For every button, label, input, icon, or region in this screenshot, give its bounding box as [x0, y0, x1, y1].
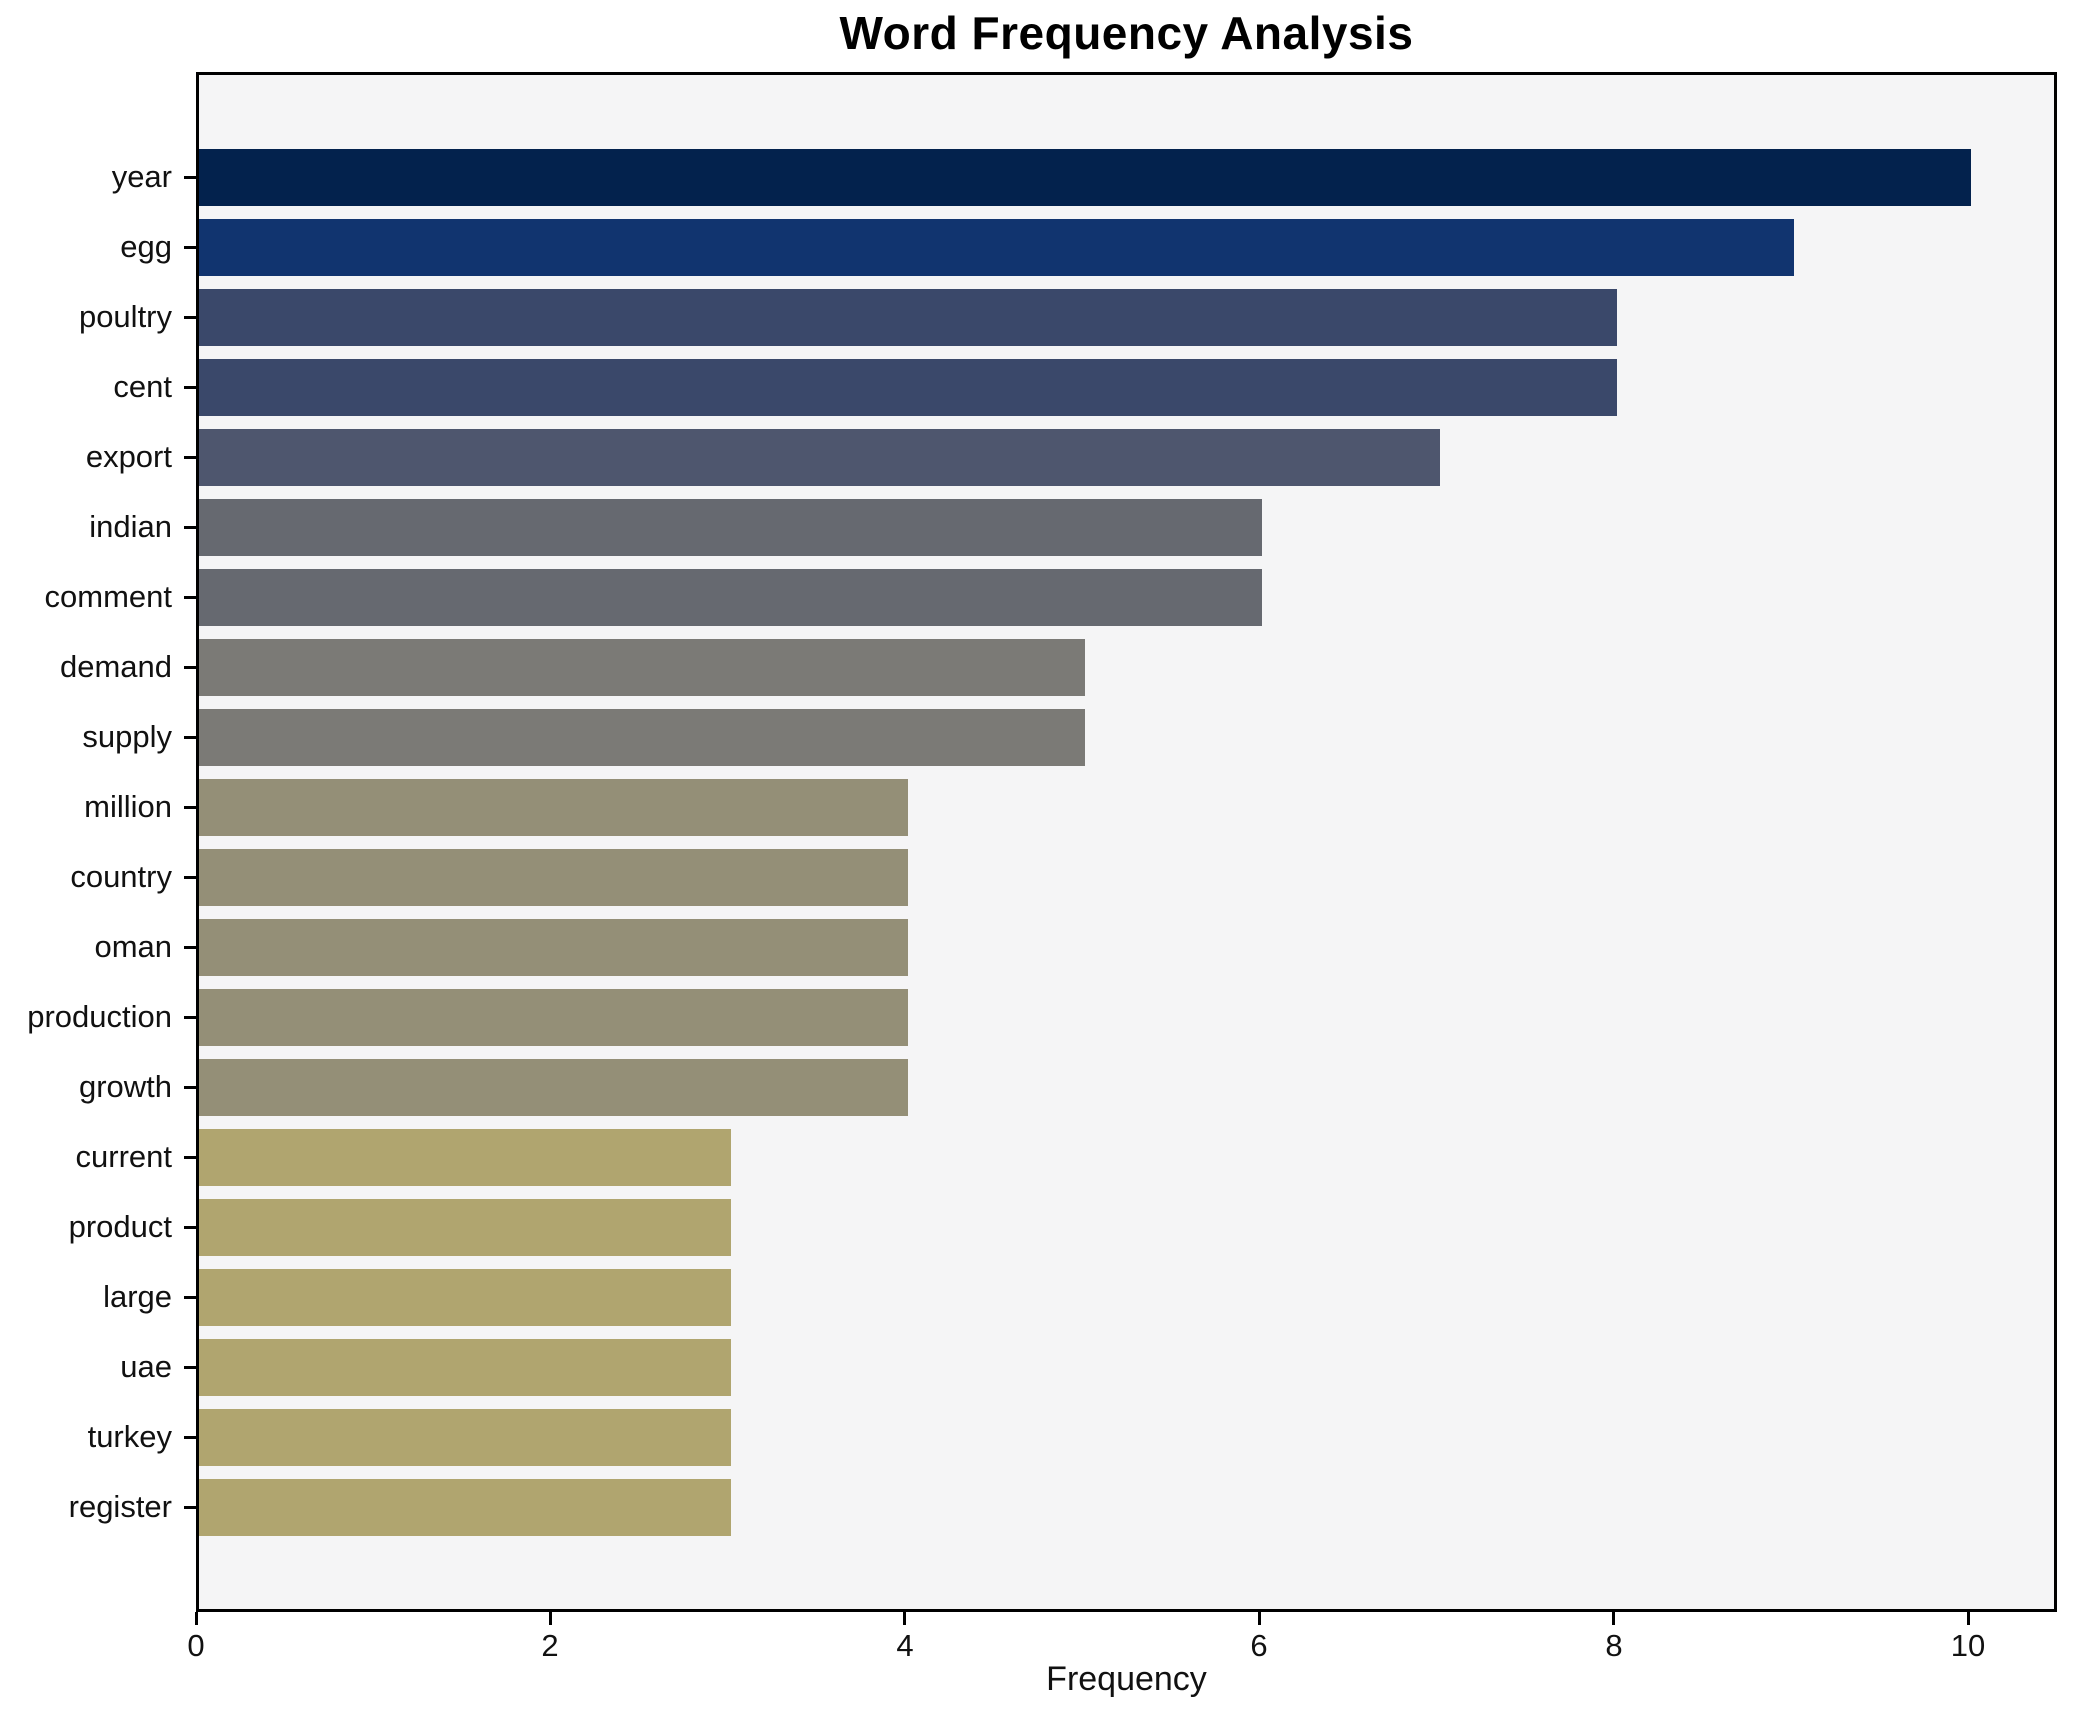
plot-area: [196, 72, 2057, 1612]
y-tick-label-register: register: [68, 1489, 172, 1524]
y-tick-label-cent: cent: [113, 369, 172, 404]
x-tick-mark: [1612, 1612, 1615, 1625]
y-tick-label-oman: oman: [94, 929, 172, 964]
y-tick-label-million: million: [84, 789, 172, 824]
y-tick-label-uae: uae: [120, 1349, 172, 1384]
y-tick-mark: [184, 526, 196, 529]
y-tick-mark: [184, 736, 196, 739]
x-tick-label-8: 8: [1605, 1628, 1623, 1663]
y-tick-label-large: large: [103, 1279, 172, 1314]
bar-production: [199, 988, 908, 1046]
bar-million: [199, 778, 908, 836]
x-tick-mark: [1258, 1612, 1261, 1625]
y-tick-mark: [184, 1436, 196, 1439]
bar-comment: [199, 568, 1262, 626]
y-tick-label-comment: comment: [44, 579, 172, 614]
y-tick-mark: [184, 946, 196, 949]
y-tick-label-current: current: [75, 1139, 172, 1174]
x-tick-mark: [1967, 1612, 1970, 1625]
x-tick-label-10: 10: [1950, 1628, 1986, 1663]
y-tick-label-production: production: [27, 999, 172, 1034]
y-tick-mark: [184, 386, 196, 389]
x-tick-label-4: 4: [896, 1628, 914, 1663]
y-tick-label-poultry: poultry: [78, 299, 172, 334]
bar-poultry: [199, 288, 1617, 346]
y-tick-label-country: country: [70, 859, 172, 894]
x-tick-label-0: 0: [187, 1628, 205, 1663]
x-tick-mark: [549, 1612, 552, 1625]
y-tick-mark: [184, 176, 196, 179]
y-tick-mark: [184, 1296, 196, 1299]
y-tick-mark: [184, 1506, 196, 1509]
y-tick-mark: [184, 666, 196, 669]
bar-product: [199, 1198, 731, 1256]
chart-title: Word Frequency Analysis: [839, 7, 1414, 59]
y-tick-label-product: product: [68, 1209, 172, 1244]
y-tick-label-indian: indian: [89, 509, 172, 544]
y-tick-mark: [184, 316, 196, 319]
y-tick-mark: [184, 1086, 196, 1089]
bar-egg: [199, 218, 1794, 276]
y-tick-label-turkey: turkey: [87, 1419, 172, 1454]
bar-indian: [199, 498, 1262, 556]
bar-turkey: [199, 1408, 731, 1466]
x-tick-mark: [903, 1612, 906, 1625]
y-tick-mark: [184, 456, 196, 459]
y-tick-label-growth: growth: [78, 1069, 172, 1104]
y-tick-label-export: export: [85, 439, 172, 474]
x-tick-label-2: 2: [541, 1628, 559, 1663]
x-axis-label: Frequency: [1046, 1660, 1207, 1698]
y-tick-mark: [184, 596, 196, 599]
bar-supply: [199, 708, 1085, 766]
y-tick-mark: [184, 1226, 196, 1229]
y-tick-mark: [184, 246, 196, 249]
y-tick-mark: [184, 1016, 196, 1019]
y-tick-mark: [184, 806, 196, 809]
y-tick-label-demand: demand: [59, 649, 172, 684]
y-tick-label-supply: supply: [82, 719, 172, 754]
bar-export: [199, 428, 1440, 486]
bar-growth: [199, 1058, 908, 1116]
bar-uae: [199, 1338, 731, 1396]
y-tick-mark: [184, 1366, 196, 1369]
bar-demand: [199, 638, 1085, 696]
y-tick-mark: [184, 1156, 196, 1159]
bar-oman: [199, 918, 908, 976]
bar-cent: [199, 358, 1617, 416]
bar-large: [199, 1268, 731, 1326]
bar-year: [199, 148, 1971, 206]
y-tick-label-year: year: [111, 159, 172, 194]
bar-current: [199, 1128, 731, 1186]
x-tick-mark: [195, 1612, 198, 1625]
bar-country: [199, 848, 908, 906]
x-tick-label-6: 6: [1250, 1628, 1268, 1663]
y-tick-mark: [184, 876, 196, 879]
bar-register: [199, 1478, 731, 1536]
y-tick-label-egg: egg: [120, 229, 172, 264]
